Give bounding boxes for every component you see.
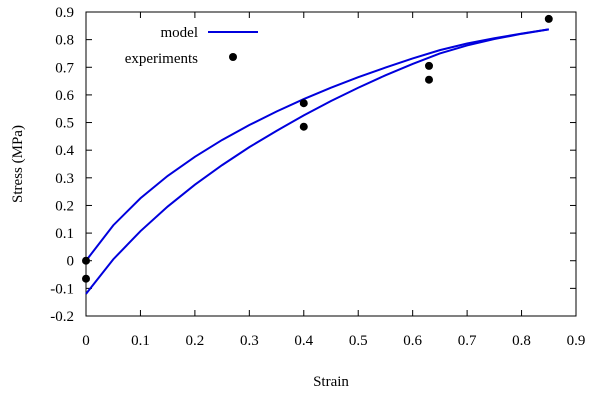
- x-tick-label: 0.3: [240, 333, 259, 349]
- x-axis-ticks: 0 0.1 0.2 0.3 0.4 0.5 0.6 0.7 0.8 0.9: [82, 12, 585, 349]
- y-tick-label: 0.8: [55, 33, 74, 49]
- x-tick-label: 0.4: [294, 333, 313, 349]
- plot-frame: [85, 11, 577, 317]
- experiment-point: [425, 61, 433, 70]
- legend-label-experiments: experiments: [125, 51, 198, 67]
- y-tick-label: 0.4: [55, 143, 74, 159]
- experiment-point: [82, 274, 90, 283]
- legend-swatch-experiments: [229, 53, 237, 61]
- y-tick-label: -0.1: [50, 281, 74, 297]
- x-tick-label: 0.9: [567, 333, 586, 349]
- experiment-point: [82, 256, 90, 265]
- x-tick-label: 0.7: [458, 333, 477, 349]
- x-tick-label: 0.2: [186, 333, 205, 349]
- series-layer: [82, 14, 553, 295]
- x-tick-label: 0: [82, 333, 90, 349]
- y-tick-label: 0.5: [55, 116, 74, 132]
- axes: [85, 11, 577, 317]
- legend-label-model: model: [161, 25, 199, 41]
- x-axis-label: Strain: [313, 374, 349, 390]
- experiment-point: [425, 75, 433, 84]
- y-axis-label: Stress (MPa): [10, 125, 26, 203]
- y-tick-label: 0.3: [55, 171, 74, 187]
- x-tick-label: 0.1: [131, 333, 150, 349]
- y-axis-ticks: -0.2 -0.1 0 0.1 0.2 0.3 0.4 0.5 0.6 0.7 0.8 0.9: [50, 5, 576, 325]
- x-tick-label: 0.5: [349, 333, 368, 349]
- x-tick-label: 0.6: [403, 333, 422, 349]
- experiment-point: [544, 14, 553, 23]
- y-tick-label: 0.1: [55, 226, 74, 242]
- legend: model experiments: [125, 25, 258, 67]
- model-curve-upper: [85, 28, 549, 262]
- y-tick-label: 0: [67, 254, 75, 270]
- y-tick-label: 0.7: [55, 60, 74, 76]
- x-tick-label: 0.8: [512, 333, 531, 349]
- y-tick-label: 0.6: [55, 88, 74, 104]
- y-tick-label: 0.9: [55, 5, 74, 21]
- y-tick-label: -0.2: [50, 309, 74, 325]
- experiment-point: [299, 122, 308, 131]
- experiment-point: [299, 99, 308, 108]
- model-curve-lower: [85, 28, 549, 295]
- y-tick-label: 0.2: [55, 198, 74, 214]
